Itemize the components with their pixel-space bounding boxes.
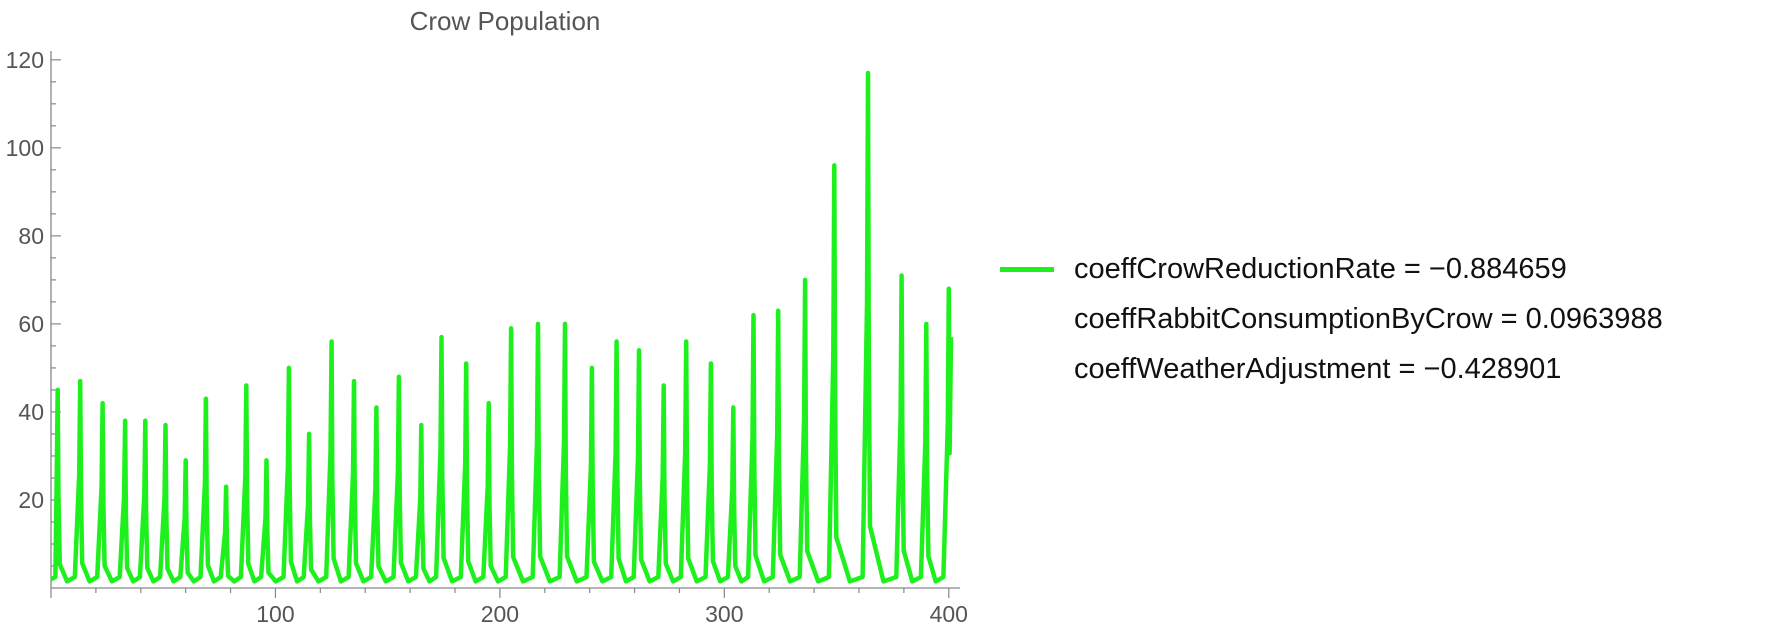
legend-text-1: coeffCrowReductionRate = −0.884659 — [1074, 252, 1567, 285]
series-line — [49, 70, 954, 584]
y-tick-label: 80 — [18, 223, 44, 249]
legend-text-2: coeffRabbitConsumptionByCrow = 0.0963988 — [1074, 302, 1663, 335]
chart: Crow Population 20 40 60 80 100 120 100 200 300… — [6, 6, 968, 627]
legend-row-2: coeffRabbitConsumptionByCrow = 0.0963988 — [1000, 294, 1663, 344]
x-tick-label: 400 — [930, 601, 968, 627]
y-tick-label: 60 — [18, 311, 44, 337]
y-axis: 20 40 60 80 100 120 — [6, 47, 61, 588]
x-tick-label: 200 — [481, 601, 519, 627]
legend-row-3: coeffWeatherAdjustment = −0.428901 — [1000, 344, 1663, 394]
chart-title: Crow Population — [410, 6, 601, 36]
legend: coeffCrowReductionRate = −0.884659 coeff… — [1000, 244, 1663, 394]
y-tick-label: 120 — [6, 47, 44, 73]
legend-row-1: coeffCrowReductionRate = −0.884659 — [1000, 244, 1663, 294]
x-tick-label: 300 — [705, 601, 743, 627]
y-tick-label: 100 — [6, 135, 44, 161]
x-tick-label: 100 — [256, 601, 294, 627]
y-tick-label: 20 — [18, 487, 44, 513]
legend-swatch — [1000, 266, 1054, 272]
y-tick-label: 40 — [18, 399, 44, 425]
x-axis: 100 200 300 400 — [50, 587, 968, 627]
legend-text-3: coeffWeatherAdjustment = −0.428901 — [1074, 352, 1562, 385]
